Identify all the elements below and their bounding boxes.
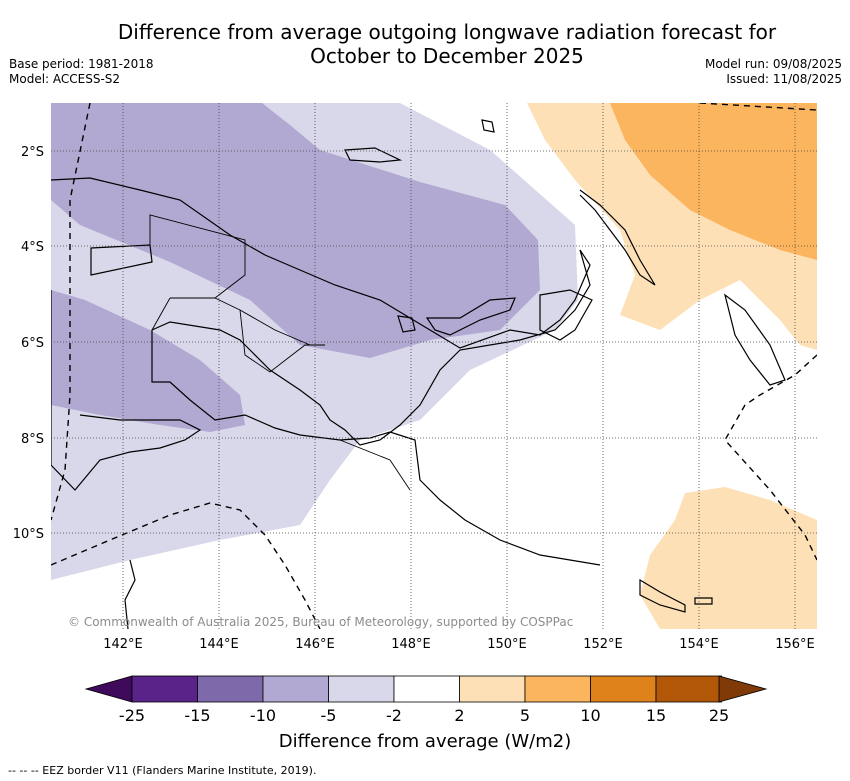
- colorbar-segment: [197, 675, 264, 703]
- title-line-2: October to December 2025: [310, 44, 584, 68]
- colorbar-label: Difference from average (W/m2): [279, 731, 571, 752]
- meta-left: Base period: 1981-2018 Model: ACCESS-S2: [9, 57, 154, 87]
- map-title: Difference from average outgoing longwav…: [0, 20, 850, 68]
- province-borders: [149, 214, 411, 491]
- colorbar-tick: 25: [709, 706, 729, 725]
- coastlines: [51, 119, 786, 629]
- meta-right: Model run: 09/08/2025 Issued: 11/08/2025: [705, 57, 842, 87]
- colorbar: [84, 675, 768, 703]
- anomaly-medium-purple-southwest: [51, 290, 245, 432]
- colorbar-segment: [328, 675, 395, 703]
- colorbar-extend-low: [84, 675, 133, 703]
- model-run: Model run: 09/08/2025: [704, 57, 842, 71]
- lat-label: 4°S: [21, 240, 44, 255]
- colorbar-segment: [393, 675, 460, 703]
- colorbar-tick: 10: [580, 706, 600, 725]
- lat-label: 2°S: [21, 145, 44, 160]
- colorbar-segment: [262, 675, 329, 703]
- colorbar-segment: [655, 675, 722, 703]
- colorbar-tick: -25: [119, 706, 145, 725]
- lon-label: 148°E: [391, 637, 431, 652]
- colorbar-segment: [131, 675, 198, 703]
- lon-label: 150°E: [487, 637, 527, 652]
- lon-label: 146°E: [295, 637, 335, 652]
- colorbar-tick: 15: [646, 706, 666, 725]
- lat-labels: 2°S 4°S 6°S 8°S 10°S: [13, 145, 44, 542]
- anomaly-orange: [610, 103, 817, 260]
- colorbar-segment: [459, 675, 526, 703]
- base-period: Base period: 1981-2018: [9, 57, 154, 71]
- colorbar-tick: -10: [250, 706, 276, 725]
- issued-date: Issued: 11/08/2025: [726, 72, 842, 86]
- colorbar-tick: -2: [386, 706, 402, 725]
- eez-borders: [51, 103, 817, 629]
- title-line-1: Difference from average outgoing longwav…: [117, 20, 777, 44]
- colorbar-extend-high: [718, 675, 768, 703]
- lon-labels: 142°E 144°E 146°E 148°E 150°E 152°E 154°…: [103, 637, 815, 652]
- colorbar-tick: 5: [520, 706, 530, 725]
- anomaly-medium-purple-north: [51, 103, 540, 358]
- lon-label: 152°E: [583, 637, 623, 652]
- lon-label: 156°E: [775, 637, 815, 652]
- colorbar-tick: -5: [321, 706, 337, 725]
- colorbar-tick: 2: [454, 706, 464, 725]
- model-name: Model: ACCESS-S2: [9, 72, 121, 86]
- colorbar-segment: [590, 675, 657, 703]
- lat-label: 8°S: [21, 432, 44, 447]
- lon-label: 154°E: [679, 637, 719, 652]
- copyright-text: © Commonwealth of Australia 2025, Bureau…: [68, 615, 573, 629]
- colorbar-segment: [524, 675, 591, 703]
- gridlines: [51, 103, 817, 629]
- anomaly-light-orange-southeast: [640, 487, 817, 629]
- lon-label: 144°E: [199, 637, 239, 652]
- lon-label: 142°E: [103, 637, 143, 652]
- lat-label: 10°S: [13, 527, 44, 542]
- map-area: © Commonwealth of Australia 2025, Bureau…: [51, 103, 817, 629]
- eez-footnote: -- -- -- EEZ border V11 (Flanders Marine…: [8, 764, 317, 777]
- colorbar-ticks: -25 -15 -10 -5 -2 2 5 10 15 25: [119, 706, 729, 725]
- colorbar-tick: -15: [184, 706, 210, 725]
- lat-label: 6°S: [21, 336, 44, 351]
